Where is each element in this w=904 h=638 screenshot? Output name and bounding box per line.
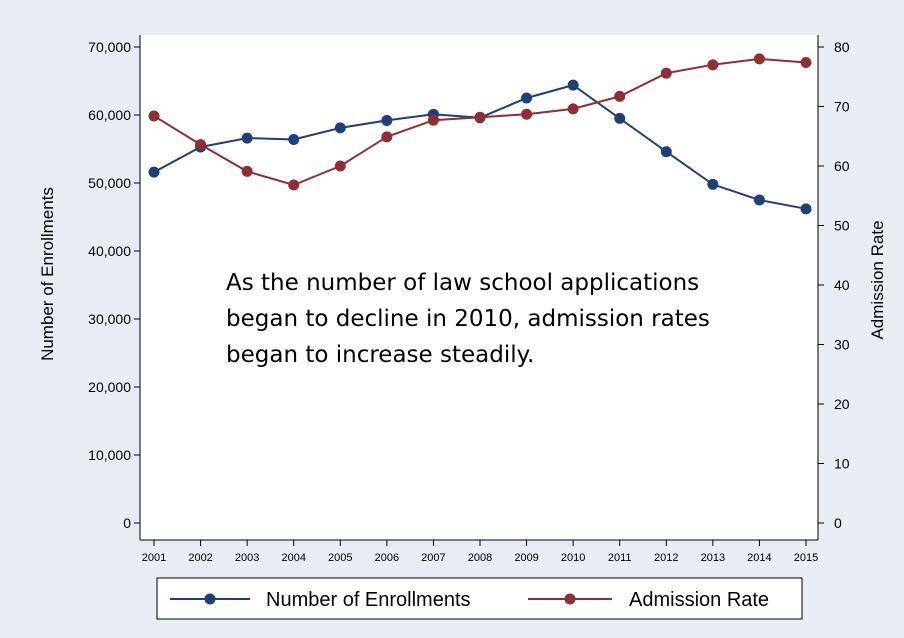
series-point xyxy=(614,90,626,102)
y-right-axis-title: Admission Rate xyxy=(868,220,887,339)
series-point xyxy=(241,132,253,144)
x-tick-label: 2003 xyxy=(235,552,259,564)
y-right-tick-label: 50 xyxy=(834,218,850,234)
series-point xyxy=(427,114,439,126)
x-tick-label: 2011 xyxy=(608,552,632,564)
x-tick-label: 2014 xyxy=(747,552,771,564)
series-2 xyxy=(148,53,812,191)
series-point xyxy=(660,146,672,158)
series-point xyxy=(707,59,719,71)
series-point xyxy=(148,110,160,122)
y-left-axis-title: Number of Enrollments xyxy=(38,187,57,361)
series-point xyxy=(614,112,626,124)
annotation-line: As the number of law school applications xyxy=(226,270,699,296)
series-point xyxy=(800,56,812,68)
x-tick-label: 2004 xyxy=(281,552,305,564)
series-point xyxy=(800,203,812,215)
y-right-tick-label: 20 xyxy=(834,396,850,412)
x-tick-label: 2007 xyxy=(421,552,445,564)
x-tick-label: 2002 xyxy=(188,552,212,564)
y-right-tick-label: 30 xyxy=(834,337,850,353)
series-point xyxy=(195,139,207,151)
series-point xyxy=(148,166,160,178)
legend-label: Number of Enrollments xyxy=(266,589,471,611)
series-point xyxy=(474,111,486,123)
y-left-tick-label: 50,000 xyxy=(88,175,131,191)
legend-box xyxy=(156,577,803,620)
legend: Number of Enrollments Admission Rate xyxy=(156,577,803,620)
annotation-line: began to decline in 2010, admission rate… xyxy=(226,306,710,332)
axes: 0 10,000 20,000 30,000 40,000 50,000 60,000 70,… xyxy=(38,35,887,564)
series-point xyxy=(241,165,253,177)
series-point xyxy=(660,67,672,79)
y-left-tick-label: 30,000 xyxy=(88,311,131,327)
y-right-tick-label: 10 xyxy=(834,456,850,472)
x-tick-label: 2005 xyxy=(328,552,352,564)
legend-marker xyxy=(204,593,216,605)
annotation-layer: As the number of law school applications… xyxy=(226,270,710,368)
y-right-tick-label: 60 xyxy=(834,158,850,174)
series-point xyxy=(381,114,393,126)
series-point xyxy=(753,194,765,206)
series-point xyxy=(288,179,300,191)
legend-marker xyxy=(564,593,576,605)
x-tick-label: 2013 xyxy=(701,552,725,564)
x-tick-label: 2009 xyxy=(514,552,538,564)
x-tick-label: 2001 xyxy=(142,552,166,564)
series-point xyxy=(521,108,533,120)
series-point xyxy=(753,53,765,65)
y-right-tick-label: 70 xyxy=(834,99,850,115)
y-right-tick-label: 40 xyxy=(834,277,850,293)
series-point xyxy=(521,92,533,104)
legend-label: Admission Rate xyxy=(629,589,769,611)
y-right-tick-label: 0 xyxy=(834,515,842,531)
x-tick-label: 2012 xyxy=(654,552,678,564)
x-tick-label: 2006 xyxy=(375,552,399,564)
series-point xyxy=(288,133,300,145)
series-point xyxy=(567,103,579,115)
y-left-tick-label: 0 xyxy=(123,515,131,531)
series-point xyxy=(567,79,579,91)
series-point xyxy=(334,122,346,134)
series-point xyxy=(381,131,393,143)
y-left-tick-label: 60,000 xyxy=(88,107,131,123)
y-right-tick-label: 80 xyxy=(834,39,850,55)
series-point xyxy=(707,178,719,190)
annotation-line: began to increase steadily. xyxy=(226,342,534,368)
y-left-tick-label: 70,000 xyxy=(88,39,131,55)
x-tick-label: 2010 xyxy=(561,552,585,564)
series-layer xyxy=(148,53,812,215)
y-left-tick-label: 40,000 xyxy=(88,243,131,259)
y-left-tick-label: 20,000 xyxy=(88,379,131,395)
x-tick-label: 2008 xyxy=(468,552,492,564)
x-tick-label: 2015 xyxy=(794,552,818,564)
series-point xyxy=(334,160,346,172)
y-left-tick-label: 10,000 xyxy=(88,447,131,463)
